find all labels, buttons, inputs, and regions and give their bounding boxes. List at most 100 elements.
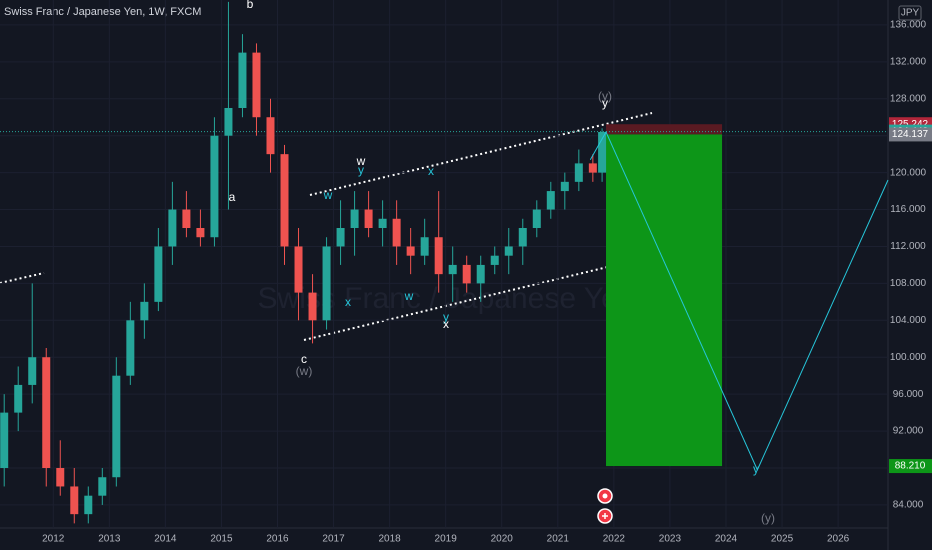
trend-line xyxy=(309,112,653,196)
y-tick-label: 132.000 xyxy=(890,56,927,67)
wave-label: x xyxy=(443,317,449,331)
candle-body xyxy=(378,218,387,228)
candle-body xyxy=(588,163,597,173)
y-tick-label: 120.000 xyxy=(890,167,927,178)
currency-label: JPY xyxy=(901,8,920,19)
candle-body xyxy=(56,468,65,487)
candle-body xyxy=(70,486,79,515)
target-price-label: 88.210 xyxy=(895,461,926,472)
candle-body xyxy=(238,52,247,108)
projection-line xyxy=(589,130,889,472)
trend-line xyxy=(303,257,646,341)
wave-label: y xyxy=(358,163,364,177)
target-price-label-bg xyxy=(889,459,932,474)
candle-body xyxy=(392,218,401,247)
x-tick-label: 2016 xyxy=(266,534,289,545)
wave-label: (w) xyxy=(296,364,313,378)
wave-label: x xyxy=(428,164,434,178)
y-tick-label: 100.000 xyxy=(890,352,927,363)
x-tick-label: 2019 xyxy=(435,534,458,545)
y-tick-label: 92.000 xyxy=(893,426,924,437)
y-tick-label: 128.000 xyxy=(890,93,927,104)
x-tick-label: 2022 xyxy=(603,534,626,545)
candle-body xyxy=(252,52,261,118)
candle-body xyxy=(0,412,9,468)
wave-label: (y) xyxy=(598,89,612,103)
candle-body xyxy=(126,320,135,376)
x-tick-label: 2014 xyxy=(154,534,177,545)
candle-body xyxy=(168,209,177,247)
wave-label: a xyxy=(229,190,236,204)
event-icon-plus xyxy=(602,513,608,519)
candle-body xyxy=(266,117,275,155)
wave-label: x xyxy=(345,295,351,309)
x-tick-label: 2020 xyxy=(491,534,514,545)
candle-body xyxy=(280,154,289,247)
candle-body xyxy=(28,357,37,385)
candle-body xyxy=(560,181,569,192)
candle-body xyxy=(14,384,23,413)
candle-body xyxy=(112,375,121,478)
x-tick-label: 2023 xyxy=(659,534,682,545)
candle-body xyxy=(154,246,163,302)
candle-body xyxy=(98,477,107,496)
wave-label: b xyxy=(247,0,254,11)
entry-price-label-bg xyxy=(889,127,932,142)
candle-body xyxy=(598,132,607,173)
candle-body xyxy=(434,237,443,275)
candle-body xyxy=(196,228,205,238)
target-zone xyxy=(606,134,723,467)
x-tick-label: 2013 xyxy=(98,534,121,545)
candle-body xyxy=(140,301,149,321)
y-tick-label: 116.000 xyxy=(890,204,926,215)
candle-body xyxy=(84,495,93,515)
wave-label: w xyxy=(404,289,414,303)
x-tick-label: 2012 xyxy=(42,534,65,545)
stop-zone xyxy=(606,124,723,135)
currency-box xyxy=(898,5,922,21)
entry-price-label: 124.137 xyxy=(892,129,929,140)
x-tick-label: 2021 xyxy=(547,534,570,545)
candle-body xyxy=(336,228,345,247)
candle-body xyxy=(546,191,555,210)
candle-body xyxy=(476,264,485,284)
y-tick-label: 108.000 xyxy=(890,278,927,289)
wave-label: y xyxy=(753,462,759,476)
candle-body xyxy=(420,237,429,256)
y-tick-label: 84.000 xyxy=(893,500,924,511)
x-tick-label: 2026 xyxy=(827,534,850,545)
candle-body xyxy=(406,246,415,256)
wave-label: c xyxy=(301,352,307,366)
candle-body xyxy=(182,209,191,228)
y-tick-label: 104.000 xyxy=(890,315,927,326)
candle-body xyxy=(42,357,51,468)
candle-body xyxy=(308,292,317,321)
wave-label: y xyxy=(443,310,449,324)
x-tick-label: 2025 xyxy=(771,534,794,545)
wave-label: w xyxy=(323,188,333,202)
candle-body xyxy=(574,163,583,182)
wave-label: (y) xyxy=(761,511,775,525)
candle-body xyxy=(504,246,513,256)
candle-body xyxy=(364,209,373,228)
stop-price-label: 125.242 xyxy=(892,119,929,130)
candle-body xyxy=(322,246,331,321)
y-tick-label: 112.000 xyxy=(890,241,926,252)
candle-body xyxy=(448,264,457,275)
candle-body xyxy=(462,264,471,284)
candle-body xyxy=(350,209,359,228)
event-icon-dot xyxy=(602,493,608,499)
candle-body xyxy=(224,108,233,136)
candle-body xyxy=(532,209,541,228)
chart-title: Swiss Franc / Japanese Yen, 1W, FXCM xyxy=(4,6,201,18)
wave-label: y xyxy=(602,96,608,110)
x-tick-label: 2018 xyxy=(378,534,401,545)
x-tick-label: 2024 xyxy=(715,534,738,545)
x-tick-label: 2015 xyxy=(210,534,233,545)
wave-label: w xyxy=(356,154,366,168)
candle-body xyxy=(210,135,219,238)
candle-body xyxy=(294,246,303,293)
x-tick-label: 2017 xyxy=(322,534,345,545)
